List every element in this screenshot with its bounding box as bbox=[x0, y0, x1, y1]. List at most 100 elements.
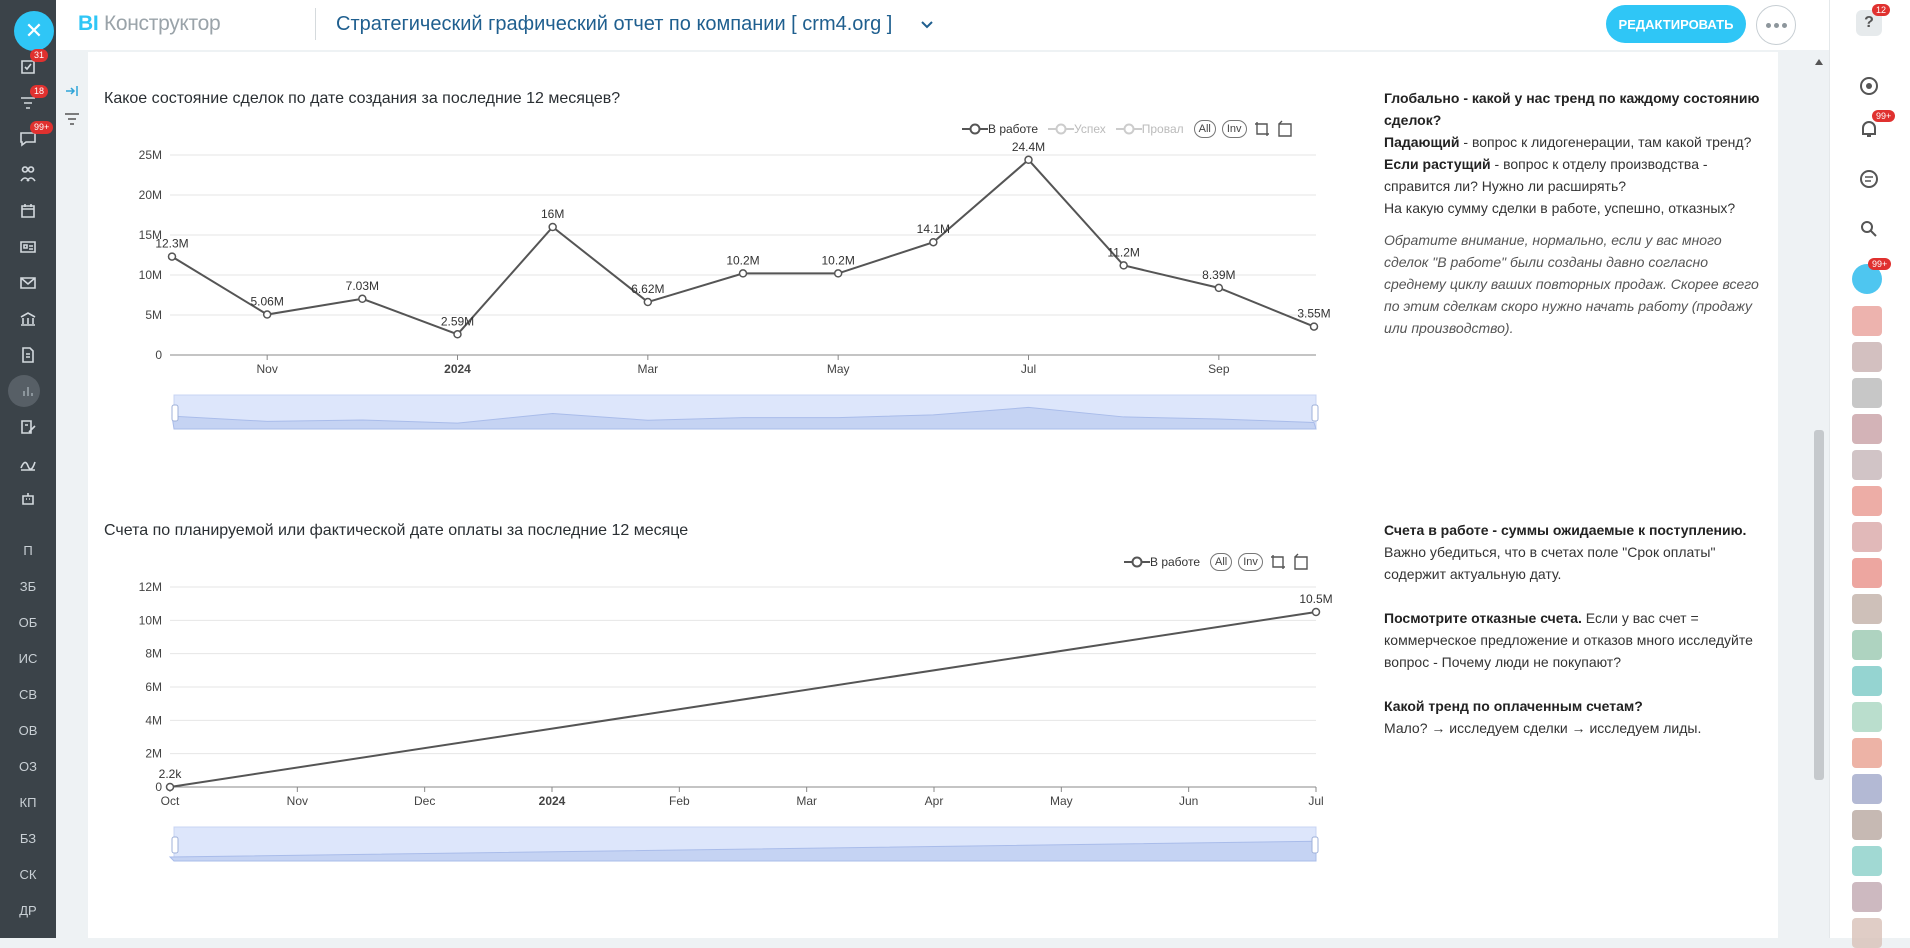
legend-inv-button[interactable]: Inv bbox=[1221, 120, 1247, 138]
bank-icon bbox=[20, 312, 36, 326]
calendar-icon bbox=[21, 204, 35, 218]
activity-icon[interactable] bbox=[1856, 73, 1882, 99]
sidebar-users-item[interactable] bbox=[0, 160, 56, 190]
contact-avatar[interactable] bbox=[1852, 594, 1882, 624]
sidebar-document-item[interactable] bbox=[0, 340, 56, 370]
sidebar-bank-item[interactable] bbox=[0, 304, 56, 334]
data-point bbox=[453, 330, 462, 339]
zoom-reset-icon[interactable] bbox=[1293, 553, 1311, 571]
sidebar-text-label: ДР bbox=[19, 902, 37, 918]
contact-avatar[interactable] bbox=[1852, 918, 1882, 948]
zoom-icon[interactable] bbox=[1253, 120, 1271, 138]
chart2[interactable]: 0 2M 4M 6M 8M 10M 12M Oct Nov Dec 2024 Feb Mar Apr May… bbox=[120, 572, 1340, 872]
sidebar-text-item[interactable]: ДР bbox=[0, 895, 56, 925]
sidebar-text-item[interactable]: ИС bbox=[0, 643, 56, 673]
y-tick-label: 0 bbox=[155, 348, 162, 362]
legend-item-v-rabote[interactable]: В работе bbox=[1124, 555, 1200, 569]
series-line bbox=[169, 611, 1317, 788]
filter-icon[interactable] bbox=[64, 112, 80, 126]
zoom-reset-icon[interactable] bbox=[1277, 120, 1295, 138]
contact-avatar[interactable] bbox=[1852, 558, 1882, 588]
sidebar-text-item[interactable]: ОБ bbox=[0, 607, 56, 637]
scrollbar[interactable] bbox=[1814, 430, 1824, 780]
contact-avatar[interactable] bbox=[1852, 774, 1882, 804]
chevron-down-icon[interactable] bbox=[918, 16, 936, 34]
contact-avatar[interactable] bbox=[1852, 306, 1882, 336]
bell-icon[interactable]: 99+ bbox=[1856, 110, 1896, 142]
more-button[interactable] bbox=[1756, 5, 1796, 45]
sidebar-text-label: СВ bbox=[18, 686, 38, 702]
legend-all-button[interactable]: All bbox=[1210, 553, 1233, 571]
report-title[interactable]: Стратегический графический отчет по комп… bbox=[336, 13, 893, 35]
y-tick-label: 25M bbox=[139, 148, 162, 162]
zoom-icon[interactable] bbox=[1269, 553, 1287, 571]
contact-avatar[interactable] bbox=[1852, 630, 1882, 660]
contact-avatar[interactable] bbox=[1852, 810, 1882, 840]
x-tick-label: Oct bbox=[161, 794, 180, 808]
contact-avatar[interactable] bbox=[1852, 666, 1882, 696]
sidebar-calendar-item[interactable] bbox=[0, 196, 56, 226]
messages-icon[interactable] bbox=[1856, 166, 1882, 192]
sidebar-text-label: БЗ bbox=[19, 830, 37, 846]
data-label: 3.55M bbox=[1297, 307, 1330, 321]
data-label: 8.39M bbox=[1202, 268, 1235, 282]
contact-avatar[interactable] bbox=[1852, 342, 1882, 372]
x-tick-label: Feb bbox=[669, 794, 690, 808]
data-point bbox=[1024, 155, 1033, 165]
data-point bbox=[1119, 261, 1128, 270]
sidebar-filter-item[interactable]: 18 bbox=[0, 85, 56, 118]
legend-item-proval[interactable]: Провал bbox=[1115, 122, 1184, 136]
contact-avatar[interactable] bbox=[1852, 738, 1882, 768]
sidebar-analytics-item[interactable] bbox=[0, 375, 56, 407]
datazoom-handle-left bbox=[171, 404, 179, 422]
legend-item-uspeh[interactable]: Успех bbox=[1048, 122, 1106, 136]
contact-avatar[interactable] bbox=[1852, 378, 1882, 408]
contact-avatar[interactable] bbox=[1852, 882, 1882, 912]
edit-button[interactable]: РЕДАКТИРОВАТЬ bbox=[1606, 5, 1746, 43]
legend-line-icon bbox=[1124, 556, 1150, 568]
sidebar-signature-item[interactable] bbox=[0, 448, 56, 478]
expand-icon[interactable] bbox=[64, 84, 80, 98]
sidebar-text-item[interactable]: СВ bbox=[0, 679, 56, 709]
sidebar-robot-item[interactable] bbox=[0, 484, 56, 514]
sidebar-id-card-item[interactable] bbox=[0, 232, 56, 262]
sidebar-text-item[interactable]: СК bbox=[0, 859, 56, 889]
scroll-up-icon[interactable] bbox=[1815, 58, 1823, 66]
y-tick-label: 8M bbox=[145, 647, 162, 661]
sidebar-text-item[interactable]: КП bbox=[0, 787, 56, 817]
chart1[interactable]: 0 5M 10M 15M 20M 25M Nov 2024 Mar May Jul Sep 12.3M 5… bbox=[120, 140, 1340, 440]
sidebar-mail-item[interactable] bbox=[0, 268, 56, 298]
tasks-icon bbox=[21, 60, 35, 74]
y-tick-label: 6M bbox=[145, 680, 162, 694]
x-tick-label: Dec bbox=[414, 794, 435, 808]
sidebar-text-item[interactable]: ОЗ bbox=[0, 751, 56, 781]
contact-avatar[interactable] bbox=[1852, 846, 1882, 876]
contact-avatar[interactable] bbox=[1852, 522, 1882, 552]
search-icon[interactable] bbox=[1856, 216, 1882, 242]
chart1-legend: В работе Успех Провал All Inv bbox=[962, 120, 1301, 138]
y-tick-label: 2M bbox=[145, 747, 162, 761]
contact-avatar[interactable] bbox=[1852, 414, 1882, 444]
sidebar-text-item[interactable]: П bbox=[0, 535, 56, 565]
sidebar-edit-doc-item[interactable] bbox=[0, 412, 56, 442]
data-point bbox=[165, 782, 175, 792]
sidebar-tasks-item[interactable]: 31 bbox=[0, 49, 56, 82]
help-icon[interactable]: ? 12 bbox=[1856, 4, 1891, 36]
data-label: 7.03M bbox=[346, 279, 379, 293]
chat-avatar[interactable]: 99+ bbox=[1852, 258, 1892, 294]
data-point bbox=[833, 269, 843, 278]
right-bar: ? 12 99+ 99+ bbox=[1829, 0, 1910, 948]
contact-avatar[interactable] bbox=[1852, 702, 1882, 732]
close-button[interactable]: ✕ bbox=[14, 11, 54, 51]
contact-avatar[interactable] bbox=[1852, 450, 1882, 480]
data-point bbox=[1214, 283, 1224, 293]
sidebar-text-item[interactable]: ОВ bbox=[0, 715, 56, 745]
legend-inv-button[interactable]: Inv bbox=[1238, 553, 1263, 571]
contact-avatar[interactable] bbox=[1852, 486, 1882, 516]
legend-item-v-rabote[interactable]: В работе bbox=[962, 122, 1038, 136]
sidebar-chat-item[interactable]: 99+ bbox=[0, 121, 56, 154]
sidebar-text-item[interactable]: БЗ bbox=[0, 823, 56, 853]
sidebar-text-item[interactable]: ЗБ bbox=[0, 571, 56, 601]
y-tick-label: 15M bbox=[139, 228, 162, 242]
legend-all-button[interactable]: All bbox=[1193, 120, 1216, 138]
